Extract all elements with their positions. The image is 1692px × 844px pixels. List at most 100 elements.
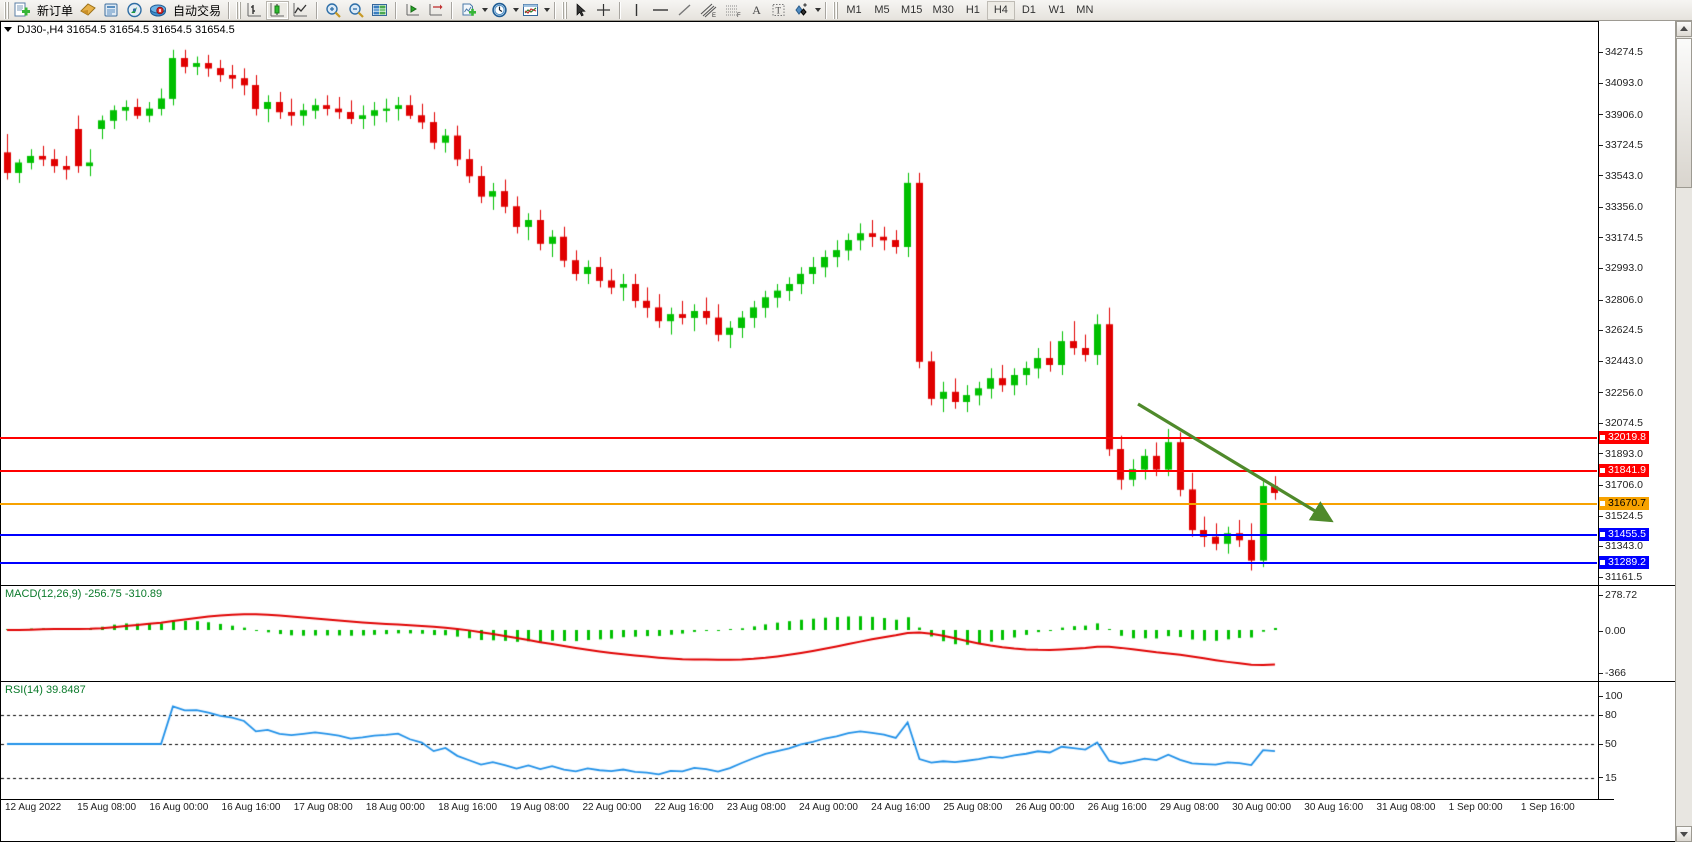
chart-title-ohlc: DJ30-,H4 31654.5 31654.5 31654.5 31654.5	[17, 23, 235, 36]
price-y-axis[interactable]: 34274.5 34093.0 33906.0 33724.5 33543.0 33356…	[1598, 21, 1675, 585]
time-label: 22 Aug 16:00	[654, 802, 714, 813]
support-2-label[interactable]: 31289.2	[1599, 556, 1649, 569]
pivot-line-line[interactable]	[0, 503, 1597, 505]
time-label: 18 Aug 00:00	[365, 802, 425, 813]
equidistant-channel-icon[interactable]: E	[696, 1, 721, 20]
text-label-icon[interactable]: T	[767, 1, 790, 20]
templates-caret-icon[interactable]	[544, 8, 551, 12]
toolbar-grip[interactable]	[4, 1, 9, 19]
support-2-line[interactable]	[0, 562, 1597, 564]
time-label: 25 Aug 08:00	[943, 802, 1003, 813]
new-order-label[interactable]: 新订单	[37, 3, 74, 18]
macd-y-axis: 278.72 0.00 -366	[1598, 585, 1675, 681]
zoom-out-icon[interactable]	[345, 1, 368, 20]
toolbar-grip-3[interactable]	[562, 1, 568, 19]
indicators-icon[interactable]	[457, 1, 480, 20]
price-tick: 32806.0	[1599, 294, 1643, 306]
vertical-line-icon[interactable]	[625, 1, 648, 20]
indicators-caret-icon[interactable]	[482, 8, 489, 12]
rsi-tick: 100	[1599, 690, 1623, 702]
tab-timeframe-d1[interactable]: D1	[1021, 4, 1036, 16]
macd-label: MACD(12,26,9) -256.75 -310.89	[5, 588, 163, 600]
price-tick: 33356.0	[1599, 201, 1643, 213]
time-label: 16 Aug 00:00	[149, 802, 209, 813]
time-label: 16 Aug 16:00	[221, 802, 281, 813]
objects-caret-icon[interactable]	[815, 8, 822, 12]
toolbar-separator-3	[395, 1, 398, 19]
time-label: 22 Aug 00:00	[582, 802, 642, 813]
time-label: 19 Aug 08:00	[510, 802, 570, 813]
resistance-2-label[interactable]: 31841.9	[1599, 464, 1649, 477]
market-watch-icon[interactable]	[368, 1, 391, 20]
chart-shift-icon[interactable]	[424, 1, 447, 20]
templates-icon[interactable]	[519, 1, 542, 20]
vertical-scrollbar[interactable]	[1675, 21, 1692, 842]
crosshair-icon[interactable]	[592, 1, 615, 20]
cursor-icon[interactable]	[569, 1, 592, 20]
tab-timeframe-m1[interactable]: M1	[846, 4, 862, 16]
tab-timeframe-w1[interactable]: W1	[1048, 4, 1066, 16]
new-order-button[interactable]	[11, 1, 34, 20]
bar-chart-icon[interactable]	[243, 1, 266, 20]
chart-area[interactable]: DJ30-,H4 31654.5 31654.5 31654.5 31654.5…	[0, 21, 1692, 842]
navigator-button[interactable]	[123, 1, 146, 20]
price-tick: 34274.5	[1599, 46, 1643, 58]
rsi-y-axis: 100 80 50 15	[1598, 681, 1675, 799]
price-tick: 31893.0	[1599, 448, 1643, 460]
tab-timeframe-m30[interactable]: M30	[932, 4, 954, 16]
rsi-label: RSI(14) 39.8487	[5, 684, 86, 696]
tab-timeframe-m15[interactable]: M15	[901, 4, 923, 16]
price-tick: 33906.0	[1599, 109, 1643, 121]
autoscroll-icon[interactable]	[401, 1, 424, 20]
resistance-2-line[interactable]	[0, 470, 1597, 472]
data-window-button[interactable]	[100, 1, 123, 20]
macd-tick: 0.00	[1599, 625, 1625, 637]
pivot-line-label[interactable]: 31670.7	[1599, 497, 1649, 510]
svg-text:E: E	[712, 13, 716, 18]
autotrading-button[interactable]	[146, 1, 170, 20]
time-label: 30 Aug 16:00	[1304, 802, 1364, 813]
objects-icon[interactable]	[790, 1, 813, 20]
support-1-label[interactable]: 31455.5	[1599, 528, 1649, 541]
tab-timeframe-h4[interactable]: H4	[986, 0, 1015, 20]
scroll-down-button[interactable]	[1676, 826, 1692, 842]
fibonacci-icon[interactable]: F	[721, 1, 746, 20]
expert-advisors-button[interactable]	[76, 1, 100, 20]
time-label: 26 Aug 00:00	[1015, 802, 1075, 813]
toolbar-grip-2[interactable]	[236, 1, 242, 19]
time-label: 1 Sep 00:00	[1448, 802, 1503, 813]
time-label: 23 Aug 08:00	[726, 802, 786, 813]
period-caret-icon[interactable]	[513, 8, 520, 12]
price-tick: 33724.5	[1599, 139, 1643, 151]
trendline-icon[interactable]	[673, 1, 696, 20]
macd-tick: -366	[1599, 667, 1626, 679]
scrollbar-thumb[interactable]	[1676, 38, 1692, 188]
tab-timeframe-m5[interactable]: M5	[874, 4, 890, 16]
toolbar-separator-4	[451, 1, 454, 19]
period-icon[interactable]	[488, 1, 511, 20]
macd-tick: 278.72	[1599, 589, 1637, 601]
resistance-1-label[interactable]: 32019.8	[1599, 431, 1649, 444]
price-tick: 32443.0	[1599, 355, 1643, 367]
toolbar-grip-4[interactable]	[833, 1, 839, 19]
autotrading-label[interactable]: 自动交易	[173, 3, 222, 18]
zoom-in-icon[interactable]	[322, 1, 345, 20]
time-x-axis[interactable]: 12 Aug 2022 15 Aug 08:00 16 Aug 00:00 16 Au…	[1, 799, 1614, 816]
chart-menu-caret-icon[interactable]	[4, 27, 12, 32]
text-icon[interactable]: A	[752, 2, 761, 17]
price-tick: 32074.5	[1599, 417, 1643, 429]
tab-timeframe-h1[interactable]: H1	[965, 4, 980, 16]
toolbar-separator-5	[554, 1, 557, 19]
support-1-line[interactable]	[0, 534, 1597, 536]
scroll-up-button[interactable]	[1676, 21, 1692, 37]
tab-timeframe-mn[interactable]: MN	[1076, 4, 1094, 16]
time-label: 31 Aug 08:00	[1376, 802, 1436, 813]
resistance-1-line[interactable]	[0, 437, 1597, 439]
candlestick-chart-icon[interactable]	[266, 0, 290, 20]
main-toolbar: 新订单 自动交易	[0, 0, 1692, 21]
time-label: 24 Aug 00:00	[799, 802, 858, 813]
line-chart-icon[interactable]	[289, 1, 312, 20]
time-label: 30 Aug 00:00	[1232, 802, 1292, 813]
toolbar-separator-6	[619, 1, 622, 19]
horizontal-line-icon[interactable]	[648, 1, 673, 20]
